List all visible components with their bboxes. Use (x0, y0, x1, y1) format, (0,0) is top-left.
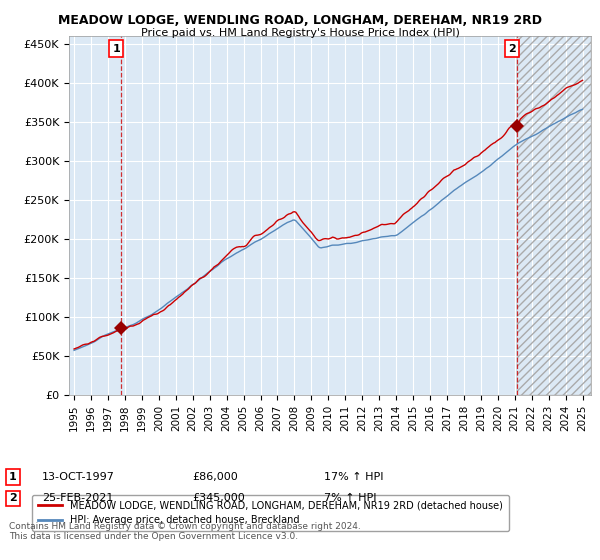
Text: 2: 2 (508, 44, 516, 54)
Text: 13-OCT-1997: 13-OCT-1997 (42, 472, 115, 482)
Text: £345,000: £345,000 (192, 493, 245, 503)
Text: 1: 1 (9, 472, 17, 482)
Text: £86,000: £86,000 (192, 472, 238, 482)
Text: 2: 2 (9, 493, 17, 503)
Text: MEADOW LODGE, WENDLING ROAD, LONGHAM, DEREHAM, NR19 2RD: MEADOW LODGE, WENDLING ROAD, LONGHAM, DE… (58, 14, 542, 27)
Text: Contains HM Land Registry data © Crown copyright and database right 2024.
This d: Contains HM Land Registry data © Crown c… (9, 522, 361, 542)
Text: 7% ↑ HPI: 7% ↑ HPI (324, 493, 377, 503)
Text: 17% ↑ HPI: 17% ↑ HPI (324, 472, 383, 482)
Legend: MEADOW LODGE, WENDLING ROAD, LONGHAM, DEREHAM, NR19 2RD (detached house), HPI: A: MEADOW LODGE, WENDLING ROAD, LONGHAM, DE… (32, 494, 509, 531)
Text: Price paid vs. HM Land Registry's House Price Index (HPI): Price paid vs. HM Land Registry's House … (140, 28, 460, 38)
Text: 1: 1 (112, 44, 120, 54)
Text: 25-FEB-2021: 25-FEB-2021 (42, 493, 113, 503)
